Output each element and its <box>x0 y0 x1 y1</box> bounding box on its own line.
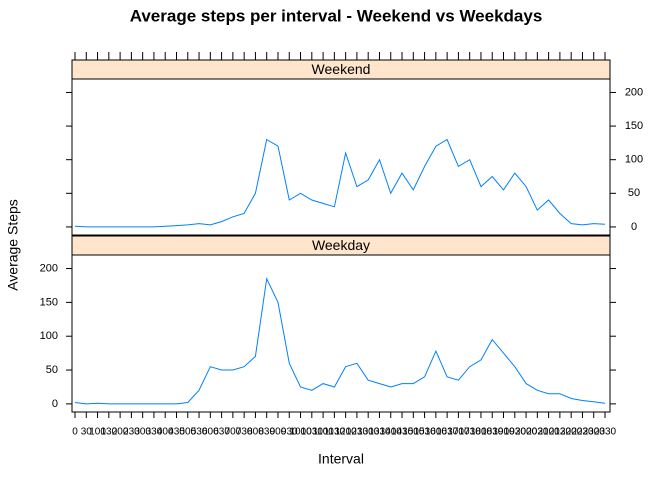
x-tick-label: 1400 <box>380 427 403 438</box>
x-tick-label: 2030 <box>526 427 549 438</box>
x-tick-label: 230 <box>123 427 140 438</box>
x-tick-label: 1130 <box>324 427 346 438</box>
x-tick-label: 1530 <box>413 427 436 438</box>
x-tick-label: 1630 <box>436 427 459 438</box>
x-tick-label: 2100 <box>537 427 560 438</box>
x-tick-label: 0 <box>72 427 78 438</box>
y-tick-label: 50 <box>46 364 58 376</box>
x-tick-label: 300 <box>134 427 151 438</box>
x-tick-label: 1830 <box>481 427 504 438</box>
x-tick-label: 2300 <box>583 427 606 438</box>
y-tick-label: 150 <box>40 296 58 308</box>
panel-frame <box>71 78 611 236</box>
x-tick-label: 1030 <box>301 427 324 438</box>
x-tick-label: 400 <box>157 427 174 438</box>
x-tick-label: 530 <box>191 427 208 438</box>
x-tick-label: 330 <box>146 427 163 438</box>
x-tick-label: 1930 <box>504 427 527 438</box>
x-tick-label: 730 <box>236 427 253 438</box>
y-tick-label: 0 <box>52 398 58 410</box>
x-tick-label: 2130 <box>549 427 572 438</box>
chart-title: Average steps per interval - Weekend vs … <box>130 6 543 25</box>
x-tick-label: 200 <box>112 427 129 438</box>
x-tick-label: 30 <box>81 427 93 438</box>
x-tick-label: 2230 <box>571 427 594 438</box>
x-tick-label: 600 <box>202 427 219 438</box>
strip-label: Weekday <box>312 237 370 253</box>
x-tick-label: 930 <box>281 427 298 438</box>
y-tick-label: 0 <box>631 221 637 233</box>
series-line <box>74 138 606 228</box>
x-tick-label: 800 <box>247 427 264 438</box>
x-tick-label: 100 <box>89 427 106 438</box>
x-tick-label: 1330 <box>368 427 391 438</box>
y-tick-label: 100 <box>625 154 643 166</box>
x-tick-label: 500 <box>179 427 196 438</box>
x-tick-label: 1200 <box>335 427 358 438</box>
panel-frame <box>71 254 611 413</box>
x-tick-label: 2200 <box>560 427 583 438</box>
x-tick-label: 1730 <box>459 427 482 438</box>
x-tick-label: 130 <box>100 427 117 438</box>
x-tick-label: 1000 <box>289 427 312 438</box>
x-tick-label: 1430 <box>391 427 414 438</box>
x-tick-label: 630 <box>213 427 230 438</box>
y-tick-label: 50 <box>628 187 640 199</box>
x-tick-label: 2330 <box>594 427 617 438</box>
strip-label: Weekend <box>312 61 371 77</box>
y-tick-label: 100 <box>40 330 58 342</box>
y-tick-label: 150 <box>625 120 643 132</box>
x-tick-label: 900 <box>270 427 287 438</box>
x-tick-label: 430 <box>168 427 185 438</box>
x-tick-label: 1300 <box>357 427 380 438</box>
series-line <box>74 276 606 405</box>
x-tick-label: 830 <box>258 427 275 438</box>
x-tick-label: 1900 <box>492 427 515 438</box>
x-tick-label: 1230 <box>346 427 369 438</box>
x-tick-label: 1500 <box>402 427 425 438</box>
x-tick-label: 700 <box>225 427 242 438</box>
y-axis-label: Average Steps <box>5 199 21 291</box>
x-axis-label: Interval <box>318 451 364 467</box>
x-tick-label: 1800 <box>470 427 493 438</box>
x-tick-label: 2000 <box>515 427 538 438</box>
y-tick-label: 200 <box>625 86 643 98</box>
y-tick-label: 200 <box>40 262 58 274</box>
x-tick-label: 1700 <box>447 427 470 438</box>
x-tick-label: 1100 <box>312 427 334 438</box>
x-tick-label: 1600 <box>425 427 448 438</box>
